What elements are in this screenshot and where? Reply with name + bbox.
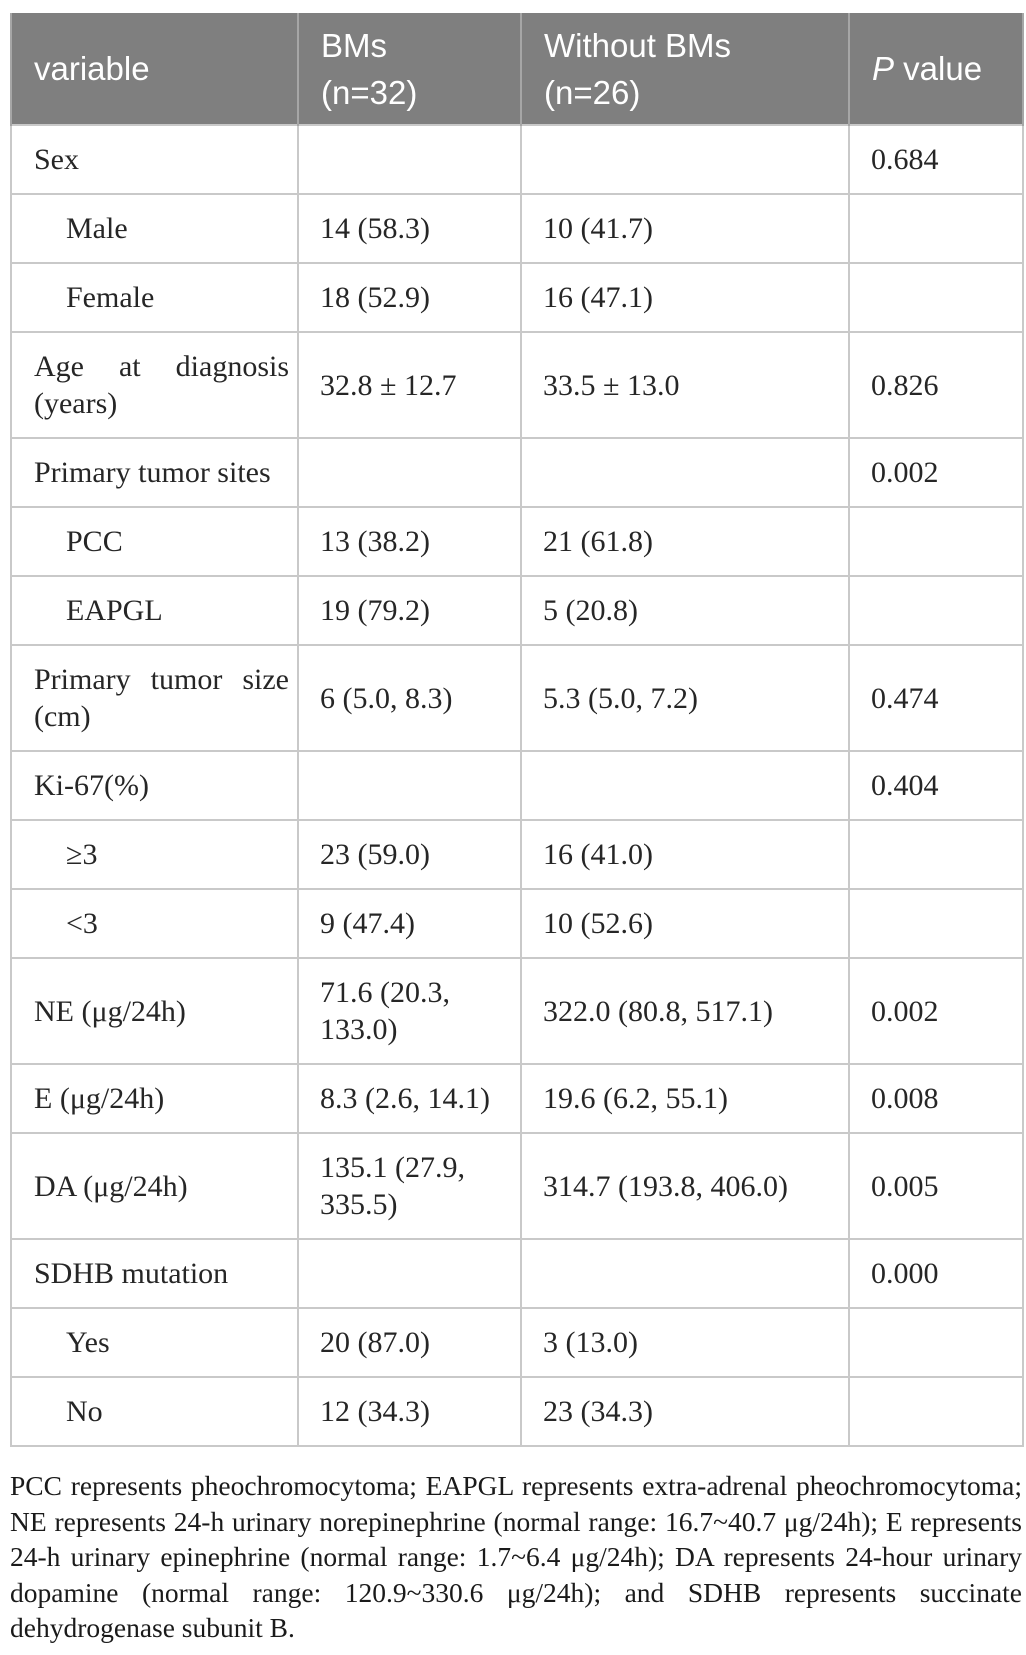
without-bms-value-cell: 3 (13.0) [520, 1307, 850, 1378]
row-label-cell: Primary tumor size (cm) [10, 644, 299, 752]
bms-value-cell: 135.1 (27.9, 335.5) [297, 1132, 522, 1240]
without-bms-value-cell: 23 (34.3) [520, 1376, 850, 1447]
bms-value-cell: 13 (38.2) [297, 506, 522, 577]
without-bms-value-cell: 5.3 (5.0, 7.2) [520, 644, 850, 752]
bms-value-cell [297, 437, 522, 508]
row-label-cell: Primary tumor sites [10, 437, 299, 508]
p-value-cell [848, 506, 1024, 577]
table-row: E (μg/24h) 8.3 (2.6, 14.1) 19.6 (6.2, 55.1… [10, 1063, 1024, 1134]
p-value-cell: 0.008 [848, 1063, 1024, 1134]
table-row: Male 14 (58.3) 10 (41.7) [10, 193, 1024, 264]
without-bms-value-cell [520, 124, 850, 195]
without-bms-value-cell [520, 1238, 850, 1309]
bms-value-cell: 8.3 (2.6, 14.1) [297, 1063, 522, 1134]
table-row: Female 18 (52.9) 16 (47.1) [10, 262, 1024, 333]
characteristics-table: variable BMs (n=32) Without BMs (n=26) P… [10, 13, 1024, 1447]
table-body: Sex 0.684 Male 14 (58.3) 10 (41.7) Female 18 (… [10, 124, 1024, 1447]
p-value-cell: 0.826 [848, 331, 1024, 439]
p-value-cell [848, 575, 1024, 646]
bms-value-cell: 20 (87.0) [297, 1307, 522, 1378]
bms-value-cell: 19 (79.2) [297, 575, 522, 646]
bms-value-cell: 23 (59.0) [297, 819, 522, 890]
row-label-cell: SDHB mutation [10, 1238, 299, 1309]
bms-value-cell: 12 (34.3) [297, 1376, 522, 1447]
table-row: SDHB mutation 0.000 [10, 1238, 1024, 1309]
row-label-cell: ≥3 [10, 819, 299, 890]
table-row: Sex 0.684 [10, 124, 1024, 195]
table-row: Primary tumor size (cm) 6 (5.0, 8.3) 5.3 (… [10, 644, 1024, 752]
without-bms-value-cell: 10 (41.7) [520, 193, 850, 264]
p-value-cell [848, 1307, 1024, 1378]
bms-value-cell: 71.6 (20.3, 133.0) [297, 957, 522, 1065]
without-bms-value-cell: 33.5 ± 13.0 [520, 331, 850, 439]
bms-value-cell [297, 750, 522, 821]
p-value-cell [848, 888, 1024, 959]
row-label-cell: Ki-67(%) [10, 750, 299, 821]
bms-value-cell: 18 (52.9) [297, 262, 522, 333]
bms-value-cell: 9 (47.4) [297, 888, 522, 959]
p-value-cell: 0.005 [848, 1132, 1024, 1240]
row-label-cell: Male [10, 193, 299, 264]
p-value-cell: 0.684 [848, 124, 1024, 195]
bms-value-cell: 14 (58.3) [297, 193, 522, 264]
p-value-cell: 0.000 [848, 1238, 1024, 1309]
p-value-header-rest: value [894, 50, 983, 87]
table-row: NE (μg/24h) 71.6 (20.3, 133.0) 322.0 (80.8… [10, 957, 1024, 1065]
without-bms-value-cell: 10 (52.6) [520, 888, 850, 959]
bms-value-cell [297, 124, 522, 195]
without-bms-value-cell: 21 (61.8) [520, 506, 850, 577]
row-label-cell: Age at diagnosis (years) [10, 331, 299, 439]
row-label-cell: DA (μg/24h) [10, 1132, 299, 1240]
row-label-cell: Yes [10, 1307, 299, 1378]
row-label-cell: E (μg/24h) [10, 1063, 299, 1134]
table-row: No 12 (34.3) 23 (34.3) [10, 1376, 1024, 1447]
p-value-cell [848, 193, 1024, 264]
table-row: Yes 20 (87.0) 3 (13.0) [10, 1307, 1024, 1378]
bms-value-cell [297, 1238, 522, 1309]
table-header-row: variable BMs (n=32) Without BMs (n=26) P… [10, 13, 1024, 125]
row-label-cell: Female [10, 262, 299, 333]
table-row: <3 9 (47.4) 10 (52.6) [10, 888, 1024, 959]
table-row: Ki-67(%) 0.404 [10, 750, 1024, 821]
p-value-cell: 0.002 [848, 957, 1024, 1065]
table-row: Age at diagnosis (years) 32.8 ± 12.7 33.5 … [10, 331, 1024, 439]
p-value-cell: 0.002 [848, 437, 1024, 508]
table-row: PCC 13 (38.2) 21 (61.8) [10, 506, 1024, 577]
p-value-cell [848, 819, 1024, 890]
row-label-cell: <3 [10, 888, 299, 959]
table-row: Primary tumor sites 0.002 [10, 437, 1024, 508]
row-label-cell: No [10, 1376, 299, 1447]
without-bms-value-cell: 5 (20.8) [520, 575, 850, 646]
column-header-bms: BMs (n=32) [297, 13, 522, 125]
without-bms-value-cell: 322.0 (80.8, 517.1) [520, 957, 850, 1065]
bms-value-cell: 6 (5.0, 8.3) [297, 644, 522, 752]
p-value-cell: 0.474 [848, 644, 1024, 752]
without-bms-value-cell: 16 (47.1) [520, 262, 850, 333]
column-header-without-bms: Without BMs (n=26) [520, 13, 850, 125]
p-value-cell: 0.404 [848, 750, 1024, 821]
bms-value-cell: 32.8 ± 12.7 [297, 331, 522, 439]
table-row: DA (μg/24h) 135.1 (27.9, 335.5) 314.7 (193… [10, 1132, 1024, 1240]
row-label-cell: NE (μg/24h) [10, 957, 299, 1065]
table-row: EAPGL 19 (79.2) 5 (20.8) [10, 575, 1024, 646]
table-footnote: PCC represents pheochromocytoma; EAPGL r… [10, 1470, 1022, 1643]
row-label-cell: EAPGL [10, 575, 299, 646]
without-bms-value-cell: 314.7 (193.8, 406.0) [520, 1132, 850, 1240]
without-bms-value-cell [520, 437, 850, 508]
row-label-cell: Sex [10, 124, 299, 195]
table-row: ≥3 23 (59.0) 16 (41.0) [10, 819, 1024, 890]
p-value-cell [848, 1376, 1024, 1447]
p-value-cell [848, 262, 1024, 333]
column-header-p-value: P value [848, 13, 1024, 125]
column-header-variable: variable [10, 13, 299, 125]
without-bms-value-cell [520, 750, 850, 821]
p-value-italic-letter: P [872, 50, 895, 87]
without-bms-value-cell: 19.6 (6.2, 55.1) [520, 1063, 850, 1134]
row-label-cell: PCC [10, 506, 299, 577]
without-bms-value-cell: 16 (41.0) [520, 819, 850, 890]
